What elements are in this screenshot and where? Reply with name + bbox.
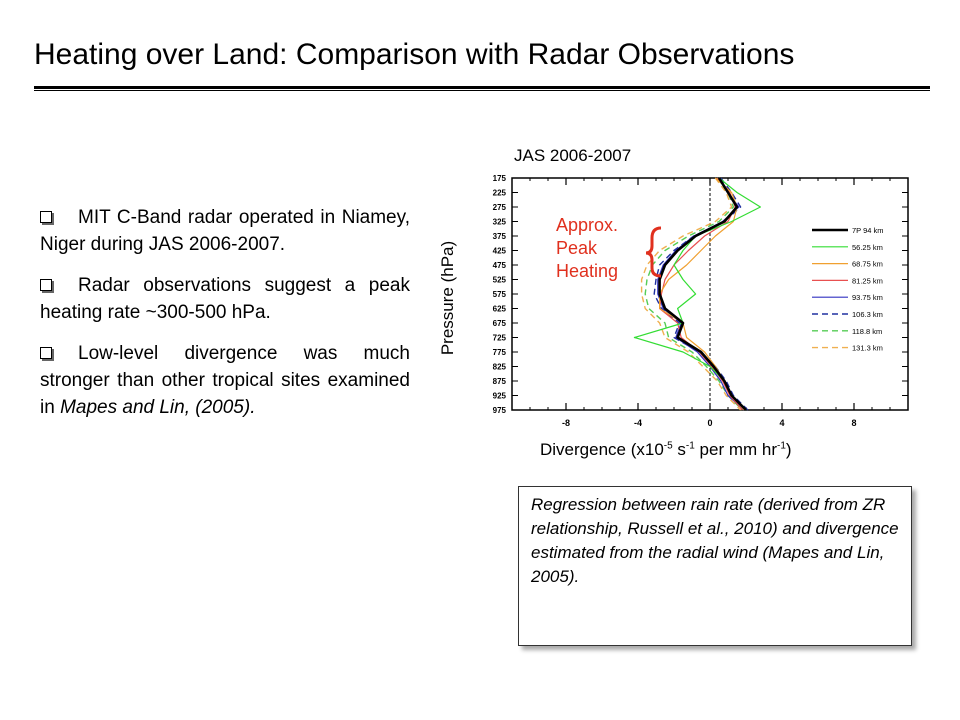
y-tick-label: 975 xyxy=(493,406,507,415)
legend-label: 68.75 km xyxy=(852,260,883,269)
slide-title: Heating over Land: Comparison with Radar… xyxy=(34,38,795,71)
bullet-item: Radar observations suggest a peak heatin… xyxy=(40,272,410,326)
y-axis-label-text: Pressure (hPa) xyxy=(438,240,457,356)
x-axis-label: Divergence (x10-5 s-1 per mm hr-1) xyxy=(540,440,792,460)
x-tick-label: 8 xyxy=(851,418,856,428)
bullet-list: MIT C-Band radar operated in Niamey, Nig… xyxy=(40,204,410,435)
y-tick-label: 675 xyxy=(493,319,507,328)
bullet-text: Low-level divergence was much stronger t… xyxy=(40,343,410,418)
legend-label: 131.3 km xyxy=(852,344,883,353)
series-line xyxy=(653,177,749,411)
x-tick-label: 4 xyxy=(779,418,784,428)
series-line xyxy=(644,177,743,411)
annotation-line: Peak xyxy=(556,238,598,258)
x-tick-label: 0 xyxy=(707,418,712,428)
legend-label: 93.75 km xyxy=(852,293,883,302)
legend-label: 106.3 km xyxy=(852,310,883,319)
x-axis-label-exponent: -1 xyxy=(685,440,695,452)
checkbox-bullet-icon xyxy=(40,279,52,291)
title-rule xyxy=(34,86,930,91)
series-line xyxy=(640,177,742,411)
bullet-text: MIT C-Band radar operated in Niamey, Nig… xyxy=(40,207,410,255)
x-axis-label-part: Divergence (x10 xyxy=(540,440,664,459)
annotation-line: Heating xyxy=(556,261,619,281)
y-tick-label: 525 xyxy=(493,276,507,285)
y-tick-label: 825 xyxy=(493,363,507,372)
chart-title: JAS 2006-2007 xyxy=(514,146,632,165)
x-axis-label-part: ) xyxy=(785,440,792,459)
bullet-item: Low-level divergence was much stronger t… xyxy=(40,340,410,421)
bullet-citation: Mapes and Lin, (2005). xyxy=(60,397,256,418)
legend-label: 56.25 km xyxy=(852,243,883,252)
x-axis-label-exponent: -1 xyxy=(777,440,786,452)
checkbox-bullet-icon xyxy=(40,347,52,359)
y-tick-label: 325 xyxy=(493,218,507,227)
y-tick-label: 725 xyxy=(493,334,507,343)
legend-label: 118.8 km xyxy=(852,327,882,336)
y-tick-label: 775 xyxy=(493,348,507,357)
legend-label: 81.25 km xyxy=(852,276,883,285)
y-tick-label: 575 xyxy=(493,290,507,299)
x-axis-label-exponent: -5 xyxy=(663,440,673,452)
checkbox-bullet-icon xyxy=(40,211,52,223)
y-tick-label: 925 xyxy=(493,392,507,401)
caption-text: Regression between rain rate (derived fr… xyxy=(531,495,899,586)
bullet-text: Radar observations suggest a peak heatin… xyxy=(40,275,410,323)
y-tick-label: 425 xyxy=(493,247,507,256)
x-axis-label-part: s xyxy=(672,440,686,459)
y-tick-label: 625 xyxy=(493,305,507,314)
caption-box: Regression between rain rate (derived fr… xyxy=(518,486,912,646)
y-tick-label: 875 xyxy=(493,377,507,386)
x-tick-label: -4 xyxy=(634,418,642,428)
series-line xyxy=(633,177,762,411)
y-tick-label: 225 xyxy=(493,189,507,198)
x-axis-label-part: per mm hr xyxy=(694,440,778,459)
bullet-item: MIT C-Band radar operated in Niamey, Nig… xyxy=(40,204,410,258)
y-tick-label: 475 xyxy=(493,261,507,270)
annotation-line: Approx. xyxy=(556,215,619,235)
peak-heating-annotation: Approx. Peak Heating xyxy=(556,214,618,283)
y-tick-label: 275 xyxy=(493,203,507,212)
x-tick-label: -8 xyxy=(562,418,570,428)
series-line xyxy=(658,177,747,411)
legend-label: 7P 94 km xyxy=(852,226,884,235)
series-line xyxy=(658,177,743,411)
peak-heating-bracket xyxy=(645,226,662,278)
y-tick-label: 175 xyxy=(493,174,507,183)
y-tick-label: 375 xyxy=(493,232,507,241)
